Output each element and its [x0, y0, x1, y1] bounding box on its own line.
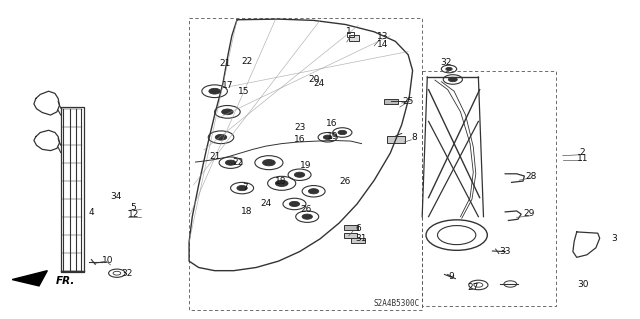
Text: 9: 9 [448, 272, 454, 281]
Text: 30: 30 [577, 279, 589, 288]
Circle shape [308, 189, 319, 194]
Circle shape [215, 134, 227, 140]
Text: 11: 11 [577, 154, 589, 163]
Text: 27: 27 [468, 283, 479, 292]
Circle shape [302, 214, 312, 219]
Text: 29: 29 [524, 209, 535, 218]
Text: 31: 31 [356, 234, 367, 243]
Text: 25: 25 [403, 97, 414, 106]
Text: 7: 7 [242, 183, 248, 192]
Text: 17: 17 [221, 81, 233, 90]
Text: 16: 16 [326, 119, 337, 129]
FancyBboxPatch shape [351, 238, 365, 243]
FancyBboxPatch shape [384, 99, 398, 104]
Text: 33: 33 [499, 247, 511, 256]
Circle shape [209, 88, 220, 94]
Text: 21: 21 [209, 152, 220, 161]
Circle shape [294, 172, 305, 177]
Circle shape [262, 160, 275, 166]
Text: 23: 23 [294, 122, 305, 132]
Text: 22: 22 [232, 158, 244, 167]
Text: S2A4B5300C: S2A4B5300C [374, 299, 420, 308]
Text: 2: 2 [579, 148, 585, 157]
Text: 22: 22 [241, 57, 252, 66]
Text: 12: 12 [128, 210, 140, 219]
Text: 18: 18 [241, 207, 252, 216]
Circle shape [446, 67, 452, 70]
Text: 4: 4 [88, 208, 94, 217]
FancyBboxPatch shape [344, 225, 358, 230]
Text: 16: 16 [294, 135, 305, 144]
Text: FR.: FR. [56, 276, 75, 286]
Text: 5: 5 [131, 203, 136, 212]
Text: 18: 18 [275, 177, 286, 186]
Text: 19: 19 [327, 132, 339, 141]
Text: 28: 28 [525, 172, 536, 181]
Circle shape [225, 160, 236, 165]
Text: 8: 8 [412, 133, 417, 142]
Text: 26: 26 [340, 177, 351, 186]
Text: 10: 10 [102, 256, 114, 265]
Text: 21: 21 [220, 59, 231, 68]
Circle shape [289, 201, 300, 206]
Circle shape [323, 135, 332, 139]
Text: 1: 1 [346, 27, 351, 36]
Text: 24: 24 [313, 79, 324, 88]
Polygon shape [12, 271, 47, 286]
Circle shape [237, 186, 247, 191]
Text: 14: 14 [377, 40, 388, 49]
Circle shape [275, 180, 288, 187]
FancyBboxPatch shape [344, 233, 357, 238]
Circle shape [338, 130, 347, 135]
Text: 32: 32 [441, 58, 452, 67]
Text: 3: 3 [611, 234, 616, 243]
Text: 26: 26 [300, 205, 312, 214]
FancyBboxPatch shape [387, 136, 405, 143]
Text: 32: 32 [122, 269, 133, 278]
Circle shape [221, 109, 233, 115]
Text: 13: 13 [377, 32, 388, 41]
Text: 19: 19 [300, 161, 312, 170]
Text: 20: 20 [308, 75, 319, 84]
Text: 24: 24 [260, 199, 271, 208]
Text: 34: 34 [110, 192, 122, 202]
Circle shape [449, 77, 458, 82]
Text: 6: 6 [355, 224, 361, 233]
FancyBboxPatch shape [349, 35, 359, 41]
Text: 15: 15 [237, 87, 249, 96]
